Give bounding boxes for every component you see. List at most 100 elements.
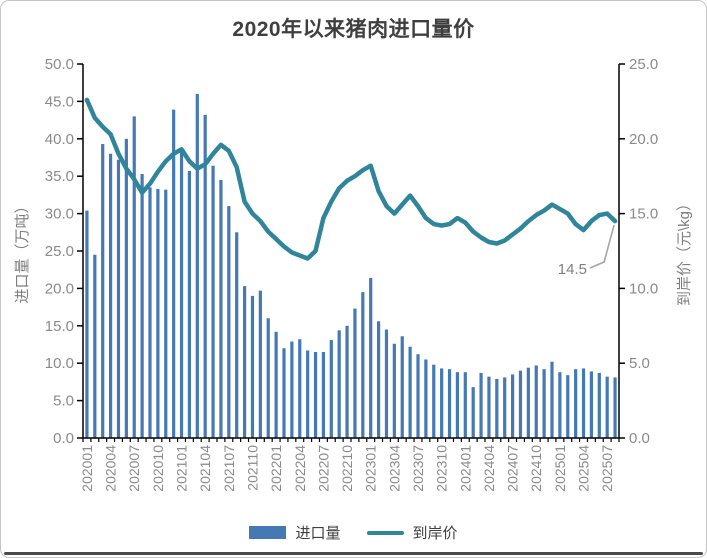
bar bbox=[313, 351, 318, 438]
left-axis-tick-label: 40.0 bbox=[45, 131, 74, 148]
bar bbox=[266, 318, 270, 438]
bar bbox=[298, 339, 302, 438]
bar bbox=[101, 144, 105, 438]
x-axis-label: 202404 bbox=[481, 445, 497, 492]
bar bbox=[447, 369, 452, 438]
legend-label-imports: 进口量 bbox=[295, 525, 341, 542]
price-line bbox=[84, 97, 618, 261]
bar bbox=[179, 150, 184, 438]
chart-title: 2020年以来猪肉进口量价 bbox=[232, 18, 475, 41]
left-axis-tick-label: 15.0 bbox=[45, 318, 74, 335]
left-axis-tick-label: 45.0 bbox=[45, 93, 74, 110]
bar bbox=[534, 365, 538, 438]
left-axis-tick-label: 30.0 bbox=[45, 206, 74, 223]
bar bbox=[432, 364, 436, 438]
bar bbox=[187, 170, 192, 439]
x-axis-label: 202104 bbox=[197, 445, 213, 492]
annotation-leader-line bbox=[589, 224, 615, 269]
bar bbox=[195, 93, 199, 439]
legend-item-imports: 进口量 bbox=[249, 522, 341, 543]
bar bbox=[581, 368, 586, 438]
bar bbox=[369, 277, 373, 438]
x-axis-label: 202307 bbox=[410, 445, 426, 492]
bar bbox=[282, 348, 286, 438]
bar bbox=[416, 354, 420, 438]
bar bbox=[132, 116, 136, 439]
left-axis-tick-label: 5.0 bbox=[53, 393, 74, 410]
bar bbox=[353, 308, 357, 438]
bar bbox=[463, 372, 467, 438]
x-axis-label: 202310 bbox=[434, 445, 450, 492]
bar bbox=[93, 254, 97, 438]
bar bbox=[235, 232, 239, 438]
x-axis-label: 202207 bbox=[315, 445, 331, 492]
left-axis-tick-label: 0.0 bbox=[53, 430, 74, 447]
bar bbox=[408, 346, 412, 438]
right-axis-tick-label: 5.0 bbox=[629, 355, 650, 372]
x-axis-label: 202110 bbox=[244, 445, 260, 491]
generated-plot: 0.0 5.0 10.0 15.0 20.0 25.0 30.0 35.0 40.0 45.0 50… bbox=[45, 56, 658, 492]
bar bbox=[400, 336, 404, 438]
bar bbox=[471, 387, 475, 438]
bar bbox=[85, 210, 89, 438]
bar bbox=[203, 114, 207, 438]
left-axis-title: 进口量（万吨） bbox=[14, 198, 31, 303]
left-axis-tick-label: 25.0 bbox=[45, 243, 74, 260]
bar bbox=[510, 374, 515, 438]
bar bbox=[321, 351, 326, 438]
x-axis-label: 202201 bbox=[268, 445, 284, 492]
bar bbox=[219, 179, 223, 438]
bar bbox=[487, 376, 491, 438]
legend-item-price: 到岸价 bbox=[366, 522, 458, 543]
bar bbox=[542, 369, 546, 438]
right-axis-tick-label: 20.0 bbox=[629, 131, 658, 148]
x-axis-label: 202504 bbox=[576, 445, 592, 492]
bar bbox=[124, 138, 128, 439]
left-axis-tick-label: 10.0 bbox=[45, 355, 74, 372]
annotation-value: 14.5 bbox=[558, 261, 587, 278]
bar bbox=[156, 188, 160, 438]
right-axis-title: 到岸价（元\kg） bbox=[676, 196, 693, 306]
bar bbox=[242, 286, 247, 438]
right-axis-tick-label: 25.0 bbox=[629, 56, 658, 73]
bar bbox=[258, 290, 262, 438]
x-axis-label: 202004 bbox=[103, 445, 119, 492]
bar bbox=[574, 369, 578, 438]
x-axis-label: 202301 bbox=[363, 445, 379, 492]
legend: 进口量 到岸价 bbox=[1, 522, 706, 543]
bar bbox=[290, 341, 294, 438]
bar bbox=[479, 372, 483, 438]
bar bbox=[274, 331, 278, 438]
bar bbox=[503, 377, 507, 438]
x-axis-label: 202007 bbox=[126, 445, 142, 492]
x-axis-label: 202001 bbox=[79, 445, 95, 492]
bar bbox=[495, 378, 499, 438]
bar bbox=[558, 372, 562, 438]
x-axis-label: 202304 bbox=[386, 445, 402, 492]
bar bbox=[597, 372, 601, 438]
bar bbox=[518, 370, 523, 438]
bar bbox=[550, 361, 554, 438]
line-series-swatch bbox=[366, 530, 404, 535]
x-axis-label: 202010 bbox=[150, 445, 166, 492]
bar bbox=[337, 330, 341, 438]
x-axis-label: 202501 bbox=[552, 445, 568, 492]
x-axis-label: 202101 bbox=[174, 445, 190, 492]
bar bbox=[211, 165, 215, 438]
left-axis-tick-label: 50.0 bbox=[45, 56, 74, 73]
bar bbox=[306, 350, 310, 438]
bar bbox=[566, 375, 570, 438]
bar bbox=[227, 206, 231, 438]
bar bbox=[605, 376, 609, 438]
x-axis-label: 202210 bbox=[339, 445, 355, 492]
x-axis-label: 202410 bbox=[528, 445, 544, 492]
bar bbox=[440, 368, 444, 438]
bar-series-swatch bbox=[249, 526, 287, 539]
bar bbox=[392, 343, 396, 438]
legend-label-price: 到岸价 bbox=[412, 525, 458, 542]
bar bbox=[361, 292, 365, 438]
bar bbox=[164, 189, 168, 438]
x-axis-label: 202407 bbox=[505, 445, 521, 492]
bar bbox=[108, 153, 113, 438]
